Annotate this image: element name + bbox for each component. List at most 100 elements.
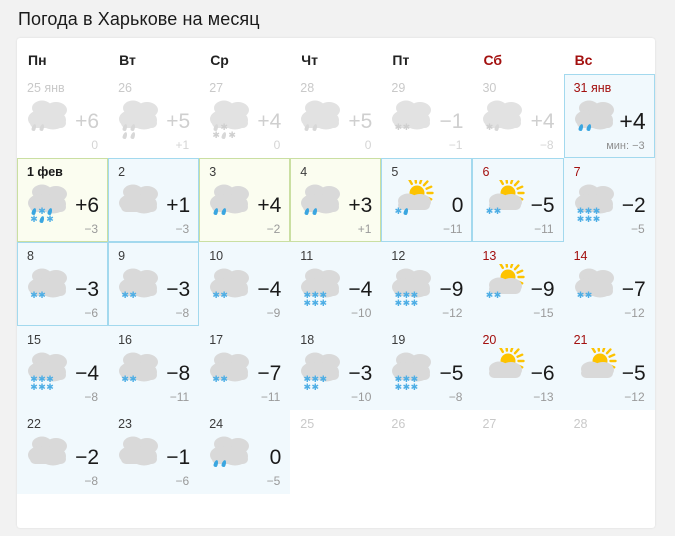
sun-cloud-icon bbox=[572, 348, 624, 392]
day-low-temp: −5 bbox=[630, 222, 645, 236]
day-number: 3 bbox=[209, 165, 217, 179]
day-high-temp: −9 bbox=[439, 278, 464, 301]
calendar-week-row: 8 ✱✱ −3 −6 9 ✱✱ −3 −8 10 ✱✱ −4 −9 11 ✱✱✱ ✱✱✱ −4 −10 12 ✱✱✱… bbox=[17, 242, 655, 326]
day-number: 24 bbox=[209, 417, 224, 431]
day-cell[interactable]: 1 фев ✱ ✱ ✱ +6 −3 bbox=[17, 158, 109, 242]
cloud-snow-heavy-icon: ✱✱✱ ✱✱✱ bbox=[25, 348, 77, 393]
day-cell[interactable]: 16 ✱✱ −8 −11 bbox=[108, 326, 200, 410]
day-cell[interactable]: 12 ✱✱✱ ✱✱✱ −9 −12 bbox=[381, 242, 473, 326]
day-cell[interactable]: 23 −1 −6 bbox=[108, 410, 200, 494]
precipitation-glyphs: ✱✱ bbox=[485, 291, 502, 301]
day-number: 8 bbox=[27, 249, 34, 263]
day-cell[interactable]: 22 −2 −8 bbox=[17, 410, 109, 494]
cloud-snow-icon: ✱✱ bbox=[116, 348, 168, 392]
cloud-snow-icon: ✱✱ bbox=[389, 96, 441, 140]
day-cell[interactable]: 31 янв +4 мин: −3 bbox=[563, 74, 655, 158]
day-high-temp: −4 bbox=[257, 278, 282, 301]
day-cell[interactable]: 9 ✱✱ −3 −8 bbox=[108, 242, 200, 326]
day-cell[interactable]: 25 янв +6 0 bbox=[17, 74, 109, 158]
precipitation-glyphs: ✱ bbox=[394, 208, 440, 217]
day-low-temp: 0 bbox=[364, 138, 372, 152]
day-high-temp: +4 bbox=[257, 194, 282, 217]
day-cell[interactable]: 25 bbox=[290, 410, 382, 494]
day-high-temp: +5 bbox=[348, 110, 373, 133]
day-high-temp: −2 bbox=[621, 194, 646, 217]
day-number: 25 bbox=[300, 417, 315, 431]
day-high-temp: +1 bbox=[166, 194, 191, 217]
day-cell[interactable]: 3 +4 −2 bbox=[199, 158, 291, 242]
day-cell[interactable]: 8 ✱✱ −3 −6 bbox=[17, 242, 109, 326]
day-cell[interactable]: 28 bbox=[563, 410, 655, 494]
day-cell[interactable]: 18 ✱✱✱ ✱✱ −3 −10 bbox=[290, 326, 382, 410]
cloud-rain-icon bbox=[207, 180, 259, 224]
day-high-temp: −5 bbox=[530, 194, 555, 217]
day-low-temp: −6 bbox=[175, 474, 190, 488]
day-cell[interactable]: 20 −6 −13 bbox=[472, 326, 564, 410]
cloud-snow-rain-icon: ✱ bbox=[480, 96, 532, 140]
day-cell[interactable]: 2 +1 −3 bbox=[108, 158, 200, 242]
precipitation-glyphs: ✱✱✱ ✱✱✱ bbox=[30, 375, 54, 393]
day-low-temp: −13 bbox=[533, 390, 554, 404]
day-number: 26 bbox=[391, 417, 406, 431]
weekday-header-1: Вт bbox=[119, 52, 136, 68]
cloud-snow-icon: ✱✱ bbox=[572, 264, 624, 308]
day-cell[interactable]: 7 ✱✱✱ ✱✱✱ −2 −5 bbox=[563, 158, 655, 242]
day-cell[interactable]: 30 ✱ +4 −8 bbox=[472, 74, 564, 158]
day-cell[interactable]: 5 ✱ 0 −11 bbox=[381, 158, 473, 242]
day-high-temp: −3 bbox=[75, 278, 100, 301]
day-high-temp: 0 bbox=[269, 446, 282, 469]
precipitation-glyphs bbox=[303, 207, 349, 216]
precipitation-glyphs: ✱✱ bbox=[485, 207, 502, 217]
day-cell[interactable]: 27 ✱ ✱ ✱ +4 0 bbox=[199, 74, 291, 158]
cloud-snow-icon: ✱✱ bbox=[116, 264, 168, 308]
sun-cloud-snow-icon: ✱✱ bbox=[480, 264, 532, 308]
precipitation-glyphs: ✱✱ bbox=[30, 291, 46, 301]
day-cell[interactable]: 17 ✱✱ −7 −11 bbox=[199, 326, 291, 410]
day-high-temp: −2 bbox=[75, 446, 100, 469]
cloud-snow-icon: ✱✱ bbox=[207, 264, 259, 308]
day-cell[interactable]: 26 bbox=[381, 410, 473, 494]
day-cell[interactable]: 10 ✱✱ −4 −9 bbox=[199, 242, 291, 326]
day-cell[interactable]: 24 0 −5 bbox=[199, 410, 291, 494]
precipitation-glyphs bbox=[303, 123, 349, 132]
day-high-temp: −8 bbox=[166, 362, 191, 385]
precipitation-glyphs: ✱✱ bbox=[121, 375, 137, 385]
day-cell[interactable]: 19 ✱✱✱ ✱✱✱ −5 −8 bbox=[381, 326, 473, 410]
day-cell[interactable]: 26 +5 +1 bbox=[108, 74, 200, 158]
day-high-temp: −7 bbox=[621, 278, 646, 301]
day-number: 23 bbox=[118, 417, 132, 431]
precipitation-glyphs bbox=[212, 207, 258, 216]
cloud-snow-heavy-icon: ✱✱✱ ✱✱✱ bbox=[572, 180, 624, 225]
cloud-icon bbox=[116, 180, 168, 224]
day-cell[interactable]: 29 ✱✱ −1 −1 bbox=[381, 74, 473, 158]
day-high-temp: +4 bbox=[257, 110, 282, 133]
day-cell[interactable]: 28 +5 0 bbox=[290, 74, 382, 158]
day-cell[interactable]: 21 −5 −12 bbox=[563, 326, 655, 410]
day-high-temp: +6 bbox=[75, 194, 100, 217]
day-cell[interactable]: 4 +3 +1 bbox=[290, 158, 382, 242]
day-low-temp: −9 bbox=[266, 306, 281, 320]
weekday-header-4: Пт bbox=[392, 52, 410, 68]
day-high-temp: −7 bbox=[257, 362, 282, 385]
day-cell[interactable]: 11 ✱✱✱ ✱✱✱ −4 −10 bbox=[290, 242, 382, 326]
day-number: 31 янв bbox=[573, 81, 612, 95]
day-low-temp: −11 bbox=[260, 390, 281, 404]
day-cell[interactable]: 13 ✱✱ −9 −15 bbox=[472, 242, 564, 326]
day-low-temp: −8 bbox=[175, 306, 190, 320]
day-low-temp: −15 bbox=[533, 306, 554, 320]
day-number: 26 bbox=[118, 81, 132, 95]
day-cell[interactable]: 14 ✱✱ −7 −12 bbox=[563, 242, 655, 326]
day-cell[interactable]: 6 ✱✱ −5 −11 bbox=[472, 158, 564, 242]
day-cell[interactable]: 27 bbox=[472, 410, 564, 494]
day-number: 15 bbox=[27, 333, 41, 347]
day-cell[interactable]: 15 ✱✱✱ ✱✱✱ −4 −8 bbox=[17, 326, 109, 410]
day-number: 21 bbox=[573, 333, 588, 347]
day-low-temp: −11 bbox=[169, 390, 190, 404]
day-low-temp: 0 bbox=[273, 138, 281, 152]
weekday-header-2: Ср bbox=[210, 52, 229, 68]
precipitation-glyphs: ✱✱✱ ✱✱ bbox=[303, 375, 328, 393]
calendar-week-row: 1 фев ✱ ✱ ✱ +6 −3 2 +1 −3 3 +4 −2 4 +3 +1 5 ✱ 0 −11 6 ✱✱ −5 −1… bbox=[17, 158, 655, 242]
cloud-snow-icon: ✱✱ bbox=[25, 264, 77, 308]
day-low-temp: −11 bbox=[443, 222, 463, 236]
precipitation-glyphs: ✱ ✱ ✱ bbox=[212, 123, 236, 141]
